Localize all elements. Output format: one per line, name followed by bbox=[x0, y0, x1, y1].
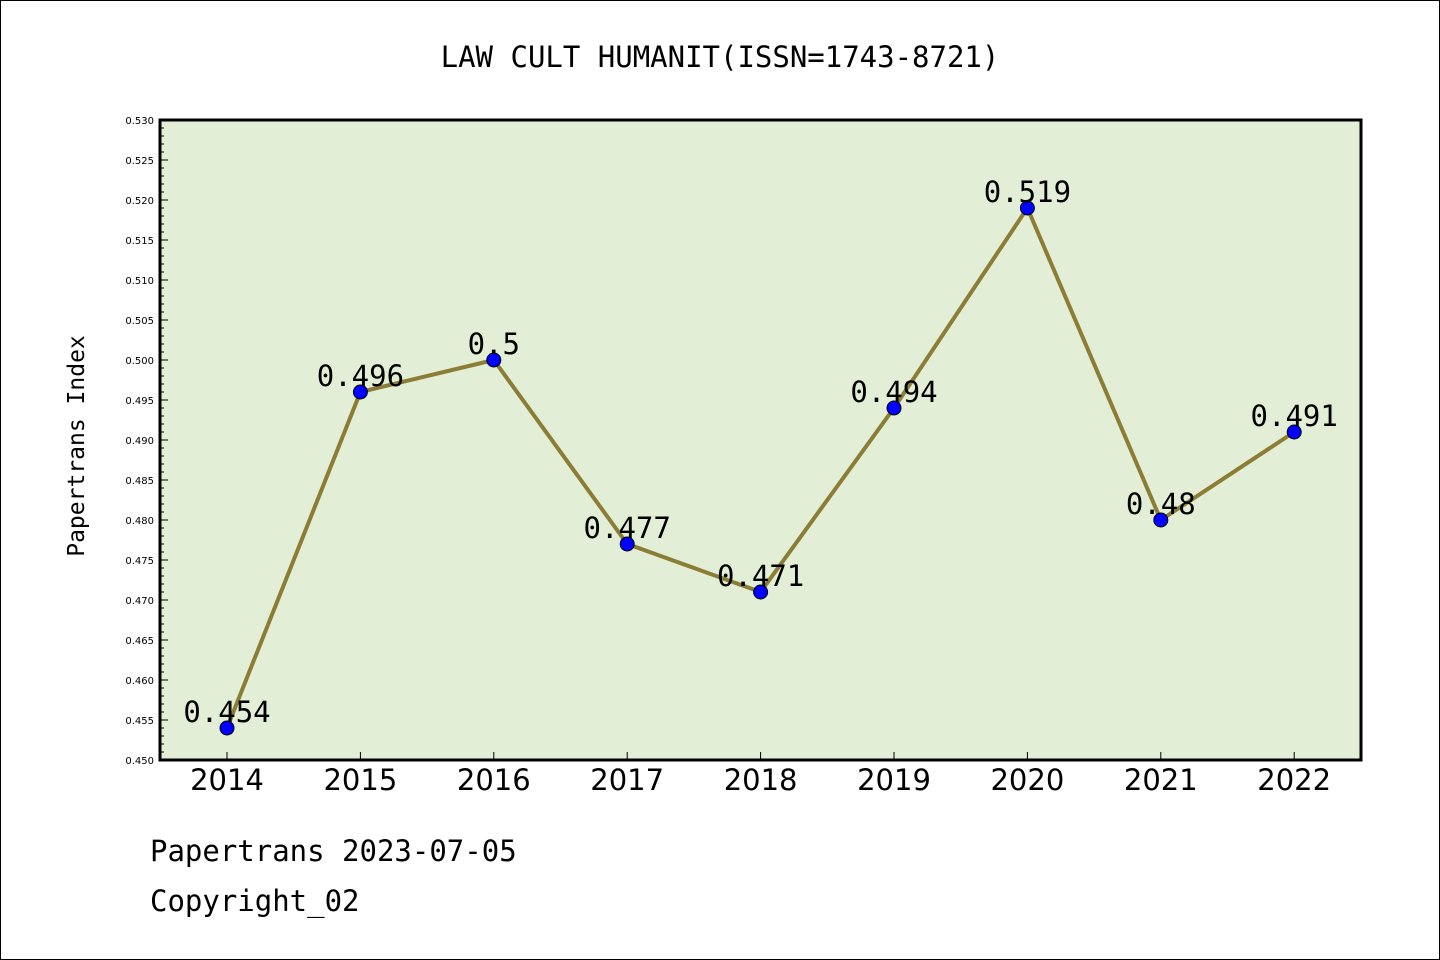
y-tick-label: 0.465 bbox=[125, 636, 154, 647]
x-tick-label: 2015 bbox=[323, 763, 397, 797]
data-point bbox=[219, 720, 235, 736]
data-label: 0.494 bbox=[850, 375, 937, 409]
x-tick-label: 2021 bbox=[1124, 763, 1198, 797]
y-tick-label: 0.485 bbox=[125, 476, 154, 487]
y-tick-label: 0.510 bbox=[125, 276, 154, 287]
y-tick-label: 0.500 bbox=[125, 356, 154, 367]
y-tick-label: 0.525 bbox=[125, 156, 154, 167]
y-tick-label: 0.515 bbox=[125, 236, 154, 247]
data-point bbox=[1153, 512, 1169, 528]
data-label: 0.5 bbox=[468, 327, 520, 361]
x-tick-label: 2014 bbox=[190, 763, 264, 797]
x-tick-label: 2019 bbox=[857, 763, 931, 797]
data-label: 0.471 bbox=[717, 559, 804, 593]
plot-border bbox=[158, 118, 1363, 762]
data-label: 0.496 bbox=[317, 359, 404, 393]
data-point bbox=[1019, 200, 1035, 216]
data-point bbox=[352, 384, 368, 400]
y-tick-label: 0.495 bbox=[125, 396, 154, 407]
data-label: 0.454 bbox=[183, 695, 270, 729]
data-point bbox=[1286, 424, 1302, 440]
data-label: 0.491 bbox=[1251, 399, 1338, 433]
y-tick-label: 0.505 bbox=[125, 316, 154, 327]
y-tick-label: 0.475 bbox=[125, 556, 154, 567]
y-tick-label: 0.470 bbox=[125, 596, 154, 607]
data-point bbox=[619, 536, 635, 552]
y-tick-label: 0.490 bbox=[125, 436, 154, 447]
y-tick-label: 0.530 bbox=[125, 116, 154, 127]
data-point bbox=[886, 400, 902, 416]
y-tick-label: 0.520 bbox=[125, 196, 154, 207]
x-axis: 2014 2015 2016 2017 2018 2019 2020 2021 2022 bbox=[190, 752, 1331, 797]
data-label: 0.519 bbox=[984, 175, 1071, 209]
x-tick-label: 2016 bbox=[457, 763, 531, 797]
plot-area bbox=[160, 120, 1361, 760]
x-tick-label: 2018 bbox=[724, 763, 798, 797]
data-point bbox=[753, 584, 769, 600]
y-tick-label: 0.460 bbox=[125, 676, 154, 687]
x-tick-label: 2022 bbox=[1257, 763, 1331, 797]
chart-title: LAW CULT HUMANIT(ISSN=1743-8721) bbox=[441, 40, 1000, 74]
data-series: 0.454 0.496 0.5 0.477 0.471 0.494 0.519 0.48 0.4… bbox=[183, 175, 1338, 736]
x-tick-label: 2017 bbox=[590, 763, 664, 797]
y-axis-label: Papertrans Index bbox=[64, 335, 90, 557]
data-label: 0.48 bbox=[1126, 487, 1196, 521]
y-tick-label: 0.480 bbox=[125, 516, 154, 527]
footer-source-text: Papertrans 2023-07-05 bbox=[150, 834, 517, 868]
footer-copyright-text: Copyright_02 bbox=[150, 884, 360, 918]
y-axis: 0.450 0.455 0.460 0.465 0.470 0.475 0.480 0.485… bbox=[125, 116, 168, 767]
x-tick-label: 2020 bbox=[990, 763, 1064, 797]
y-tick-label: 0.455 bbox=[125, 716, 154, 727]
y-tick-label: 0.450 bbox=[125, 756, 154, 767]
data-point bbox=[486, 352, 502, 368]
data-label: 0.477 bbox=[584, 511, 671, 545]
